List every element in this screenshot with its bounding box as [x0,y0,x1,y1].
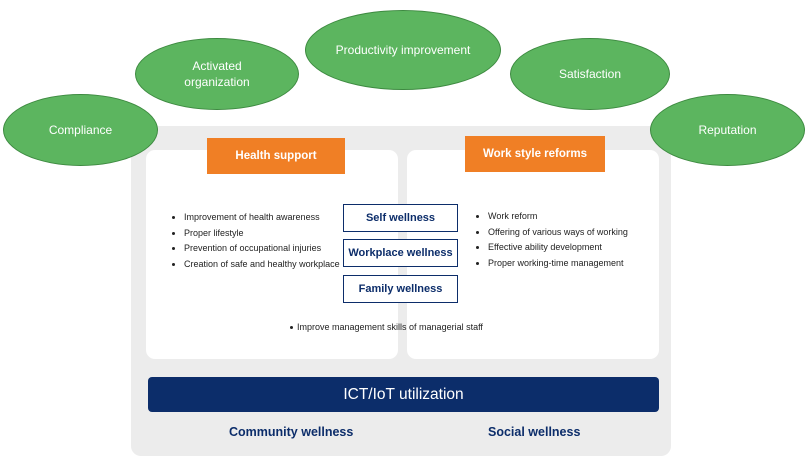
satisfaction-ellipse: Satisfaction [510,38,670,110]
list-item: Improvement of health awareness [184,212,354,224]
management-skills-note: Improve management skills of managerial … [290,322,483,332]
workplace-wellness-box: Workplace wellness [343,239,458,267]
satisfaction-label: Satisfaction [558,66,622,81]
ict-iot-bar: ICT/IoT utilization [148,377,659,412]
self-wellness-box: Self wellness [343,204,458,232]
list-item: Prevention of occupational injuries [184,243,354,255]
list-item: Creation of safe and healthy workplace [184,259,354,271]
work-style-list: Work reform Offering of various ways of … [476,211,668,274]
productivity-ellipse: Productivity improvement [305,10,501,90]
list-item: Proper lifestyle [184,228,354,240]
bullet-dot [290,325,293,329]
management-skills-text: Improve management skills of managerial … [297,322,483,332]
activated-organization-ellipse: Activated organization [135,38,299,110]
reputation-ellipse: Reputation [650,94,805,166]
family-wellness-box: Family wellness [343,275,458,303]
list-item: Proper working-time management [488,258,668,270]
health-support-list: Improvement of health awareness Proper l… [172,212,354,275]
list-item: Offering of various ways of working [488,227,668,239]
activated-organization-label: Activated organization [184,58,250,89]
work-style-header: Work style reforms [465,136,605,172]
reputation-label: Reputation [698,122,757,137]
compliance-label: Compliance [48,122,113,137]
list-item: Effective ability development [488,242,668,254]
list-item: Work reform [488,211,668,223]
productivity-label: Productivity improvement [335,42,471,57]
social-wellness-label: Social wellness [488,425,581,439]
health-support-header: Health support [207,138,345,174]
compliance-ellipse: Compliance [3,94,158,166]
community-wellness-label: Community wellness [229,425,354,439]
